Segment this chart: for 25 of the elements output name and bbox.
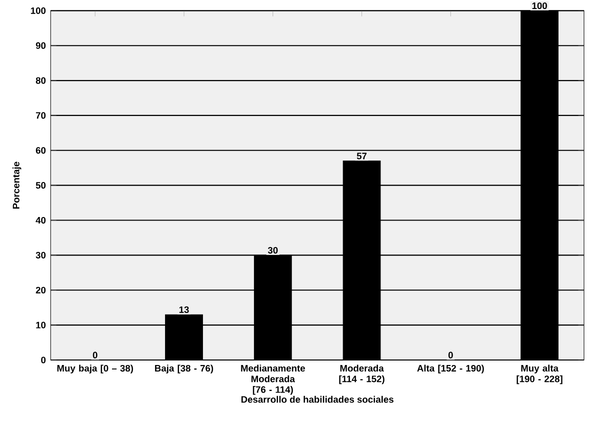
y-tick-label: 30 [36, 252, 46, 259]
y-tick-label: 60 [36, 147, 46, 154]
data-label: 0 [92, 352, 98, 358]
x-tick-label: Baja [38 - 76) [155, 364, 214, 374]
y-tick-label: 20 [36, 286, 46, 294]
y-tick-label: 0 [41, 356, 46, 364]
y-tick-label: 80 [36, 77, 46, 84]
data-label: 0 [448, 352, 453, 358]
x-tick-label: Medianamente Moderada [76 - 114) [241, 364, 305, 395]
x-tick-label: Alta [152 - 190) [417, 364, 484, 374]
x-axis-title: Desarrollo de habilidades sociales [241, 396, 394, 403]
y-tick-label: 100 [30, 7, 46, 14]
y-axis-title: Porcentaje [12, 162, 22, 209]
y-tick-label: 50 [36, 182, 46, 189]
data-label: 100 [532, 2, 547, 10]
x-tick-label: Muy baja [0 – 38) [57, 364, 134, 374]
data-label: 30 [268, 246, 278, 254]
data-label: 13 [179, 306, 189, 313]
y-tick-label: 40 [36, 216, 46, 224]
y-tick-label: 90 [36, 42, 46, 49]
x-tick-label: Moderada [114 - 152) [339, 364, 384, 384]
y-tick-label: 70 [36, 112, 46, 119]
x-tick-label: Muy alta [190 - 228] [516, 364, 562, 384]
data-label: 57 [356, 152, 367, 160]
y-tick-label: 10 [36, 322, 46, 328]
